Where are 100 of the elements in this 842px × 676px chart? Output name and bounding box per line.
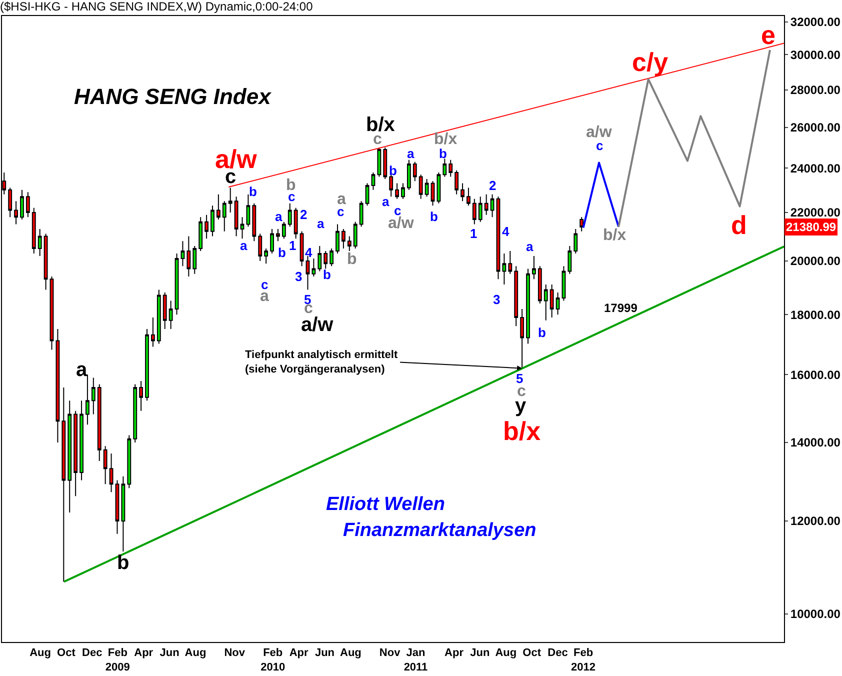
annotation: Elliott Wellen bbox=[326, 494, 445, 515]
candlestick bbox=[365, 182, 370, 206]
x-tick-label: Jun bbox=[160, 647, 180, 660]
annotation: b bbox=[347, 251, 357, 268]
candlestick bbox=[26, 192, 30, 218]
candlestick bbox=[514, 266, 518, 327]
candlestick bbox=[222, 200, 226, 232]
x-tick-label: Jun bbox=[470, 647, 490, 660]
candlestick bbox=[216, 194, 220, 220]
candlestick bbox=[210, 205, 214, 237]
annotation: b bbox=[439, 146, 447, 161]
candlestick bbox=[466, 187, 470, 206]
annotation: a bbox=[240, 238, 248, 253]
candlestick bbox=[145, 328, 149, 402]
candlestick bbox=[133, 384, 138, 444]
candlestick bbox=[395, 182, 399, 200]
candlestick bbox=[68, 400, 72, 514]
candlestick bbox=[556, 292, 560, 316]
candlestick bbox=[532, 255, 536, 280]
annotation: Tiefpunkt analytisch ermittelt (siehe Vorgängeranalysen) bbox=[245, 349, 398, 376]
y-tick-label: 10000.00 bbox=[790, 606, 841, 621]
annotation: 3 bbox=[295, 269, 302, 284]
annotation: 17999 bbox=[604, 301, 638, 315]
candlestick bbox=[454, 170, 459, 195]
candlestick bbox=[472, 198, 476, 225]
candlestick bbox=[406, 159, 411, 190]
x-tick-label: Dec bbox=[548, 647, 568, 660]
candlestick bbox=[127, 434, 132, 489]
candlestick bbox=[430, 180, 435, 206]
x-tick-label: Apr bbox=[134, 647, 154, 660]
candlestick bbox=[294, 207, 298, 240]
x-tick-label: Nov bbox=[379, 647, 402, 660]
annotation: c bbox=[394, 203, 402, 218]
candlestick bbox=[478, 196, 482, 222]
candlestick bbox=[568, 245, 572, 274]
candlestick bbox=[240, 216, 244, 240]
candlestick bbox=[74, 410, 78, 497]
chart-title: ($HSI-HKG - HANG SENG INDEX,W) Dynamic,0:00-24:00 bbox=[0, 0, 314, 14]
candlestick bbox=[312, 258, 316, 278]
candlestick bbox=[44, 233, 48, 290]
annotation: c/y bbox=[632, 47, 669, 77]
candlestick bbox=[168, 300, 173, 330]
annotation: b bbox=[249, 184, 257, 199]
annotation: a/w bbox=[388, 215, 414, 232]
x-tick-label: Jan 2011 bbox=[404, 647, 428, 674]
candlestick bbox=[490, 194, 494, 218]
y-tick-label: 12000.00 bbox=[790, 514, 841, 528]
annotation: b/x bbox=[434, 131, 458, 148]
y-tick-label: 28000.00 bbox=[790, 83, 841, 97]
annotation: Finanzmarktanalysen bbox=[343, 520, 536, 541]
candlestick bbox=[139, 380, 144, 412]
candlestick bbox=[526, 268, 530, 344]
candlestick bbox=[359, 200, 364, 228]
y-tick-label: 16000.00 bbox=[790, 368, 841, 382]
annotation: b bbox=[323, 267, 331, 282]
candlestick bbox=[151, 316, 155, 348]
y-tick-label: 24000.00 bbox=[790, 161, 841, 176]
annotation: a bbox=[526, 239, 534, 254]
candlestick bbox=[520, 308, 524, 369]
candlestick bbox=[448, 159, 453, 178]
x-tick-label: Nov bbox=[224, 647, 246, 660]
candlestick bbox=[502, 252, 506, 285]
annotation: a bbox=[275, 209, 283, 224]
y-tick-label: 26000.00 bbox=[790, 120, 841, 135]
annotation: 1 bbox=[289, 238, 296, 253]
annotation: 4 bbox=[305, 245, 313, 260]
candlestick bbox=[162, 292, 167, 330]
text: 21380.99 bbox=[786, 220, 836, 234]
candlestick bbox=[192, 245, 197, 274]
annotation: a bbox=[382, 194, 390, 209]
candlestick bbox=[544, 284, 548, 321]
x-tick-label: Aug bbox=[340, 647, 362, 660]
x-tick-label: Feb 2009 bbox=[105, 647, 130, 674]
candlestick bbox=[436, 172, 441, 204]
candlestick bbox=[371, 172, 376, 190]
candlestick bbox=[353, 221, 358, 249]
candlestick bbox=[20, 189, 24, 220]
x-tick-label: Oct bbox=[57, 647, 76, 660]
candlestick bbox=[56, 328, 60, 444]
candlestick bbox=[276, 228, 280, 242]
annotation: a bbox=[76, 359, 88, 381]
annotation: 1 bbox=[470, 226, 478, 241]
x-tick-label: Feb 2010 bbox=[260, 647, 286, 674]
candlestick bbox=[562, 266, 566, 302]
candlestick bbox=[306, 255, 310, 290]
candlestick bbox=[324, 250, 328, 270]
annotation: e bbox=[761, 20, 776, 50]
candlestick bbox=[103, 446, 108, 485]
y-tick-label: 22000.00 bbox=[790, 206, 841, 220]
candlestick bbox=[180, 240, 185, 267]
candlestick bbox=[228, 187, 232, 214]
y-tick-label: 30000.00 bbox=[790, 48, 841, 62]
candlestick bbox=[252, 202, 256, 242]
candlestick bbox=[8, 187, 12, 218]
annotation: 4 bbox=[502, 224, 510, 239]
annotation: a/w bbox=[586, 124, 612, 141]
text: HANG SENG Index bbox=[74, 84, 272, 109]
candlestick bbox=[198, 216, 203, 252]
candlestick bbox=[580, 216, 584, 232]
y-tick-label: 32000.00 bbox=[790, 15, 841, 30]
